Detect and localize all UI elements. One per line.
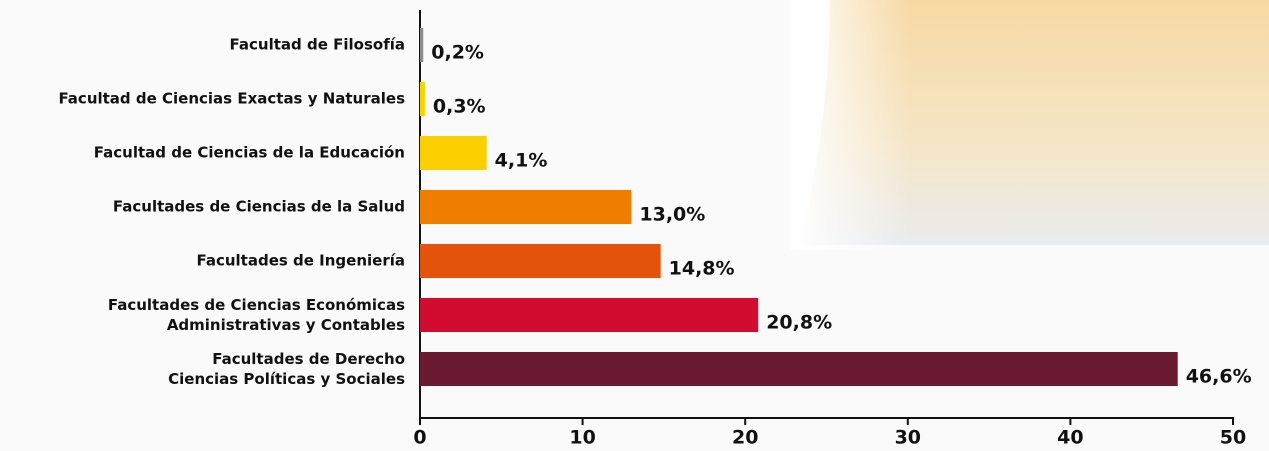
category-label: Facultades de Ingeniería (196, 252, 405, 270)
bar (420, 28, 424, 62)
value-label: 0,3% (433, 96, 486, 118)
value-label: 13,0% (639, 204, 705, 226)
category-label: Facultades de Derecho Ciencias Políticas … (168, 350, 405, 388)
x-tick-label: 10 (569, 427, 595, 449)
bar (420, 298, 759, 332)
category-label: Facultad de Ciencias Exactas y Naturales (58, 90, 405, 108)
value-label: 4,1% (495, 150, 548, 172)
x-tick-label: 50 (1220, 427, 1246, 449)
value-label: 0,2% (431, 42, 484, 64)
category-label: Facultades de Ciencias de la Salud (113, 198, 405, 216)
bar (420, 352, 1178, 386)
bar (420, 190, 632, 224)
category-label: Facultad de Filosofía (230, 36, 405, 54)
category-label: Facultades de Ciencias Económicas Adminis… (108, 296, 405, 334)
x-tick-label: 30 (895, 427, 921, 449)
photo-fade (790, 0, 1269, 250)
x-tick-label: 20 (732, 427, 758, 449)
bar (420, 244, 661, 278)
value-label: 46,6% (1186, 366, 1252, 388)
bar (420, 136, 487, 170)
x-tick-label: 40 (1057, 427, 1083, 449)
value-label: 20,8% (766, 312, 832, 334)
value-label: 14,8% (669, 258, 735, 280)
category-label: Facultad de Ciencias de la Educación (94, 144, 405, 162)
bar (420, 82, 425, 116)
x-tick-label: 0 (413, 427, 426, 449)
